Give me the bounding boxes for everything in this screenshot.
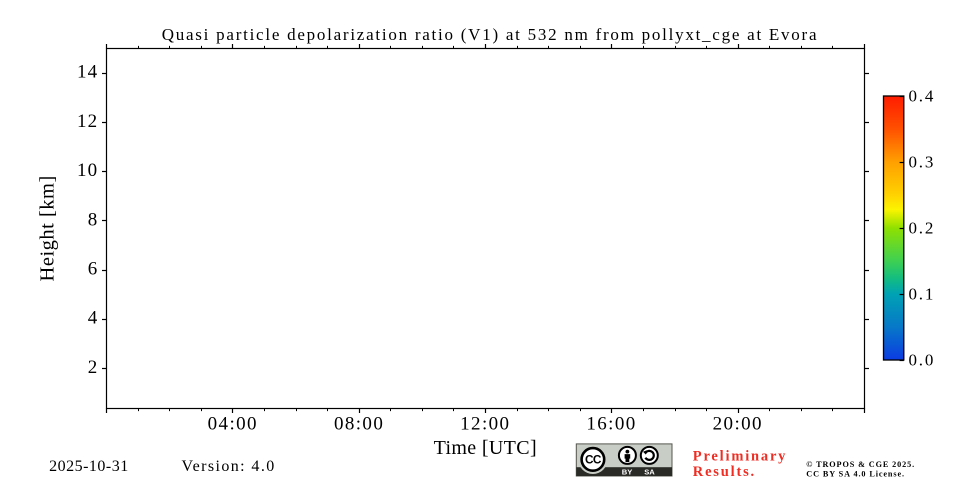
svg-text:12: 12 — [77, 111, 98, 132]
svg-text:© TROPOS & CGE 2025.: © TROPOS & CGE 2025. — [806, 460, 915, 469]
svg-text:16:00: 16:00 — [586, 414, 636, 435]
svg-text:CC: CC — [585, 453, 602, 467]
svg-text:0.1: 0.1 — [909, 285, 936, 304]
svg-text:SA: SA — [644, 467, 655, 476]
svg-text:Results.: Results. — [693, 464, 756, 480]
svg-text:8: 8 — [88, 209, 98, 230]
svg-text:20:00: 20:00 — [713, 414, 763, 435]
svg-text:Height [km]: Height [km] — [37, 175, 59, 281]
svg-text:10: 10 — [77, 160, 98, 181]
svg-text:12:00: 12:00 — [460, 414, 510, 435]
svg-text:08:00: 08:00 — [334, 414, 384, 435]
svg-text:Preliminary: Preliminary — [693, 448, 787, 464]
svg-text:0.4: 0.4 — [909, 87, 936, 106]
svg-text:0.3: 0.3 — [909, 153, 936, 172]
svg-text:Quasi particle depolarization: Quasi particle depolarization ratio (V1)… — [162, 25, 819, 44]
svg-text:2025-10-31: 2025-10-31 — [49, 458, 129, 475]
svg-text:Version: 4.0: Version: 4.0 — [182, 458, 276, 475]
svg-text:2: 2 — [88, 357, 98, 378]
svg-text:0.0: 0.0 — [909, 351, 936, 370]
svg-text:6: 6 — [88, 259, 98, 280]
svg-text:04:00: 04:00 — [208, 414, 258, 435]
svg-text:Time [UTC]: Time [UTC] — [434, 437, 537, 459]
svg-text:14: 14 — [77, 62, 98, 83]
svg-text:0.2: 0.2 — [909, 219, 936, 238]
svg-text:CC BY SA 4.0 License.: CC BY SA 4.0 License. — [806, 470, 905, 479]
svg-text:BY: BY — [622, 467, 633, 476]
svg-text:4: 4 — [88, 308, 98, 329]
